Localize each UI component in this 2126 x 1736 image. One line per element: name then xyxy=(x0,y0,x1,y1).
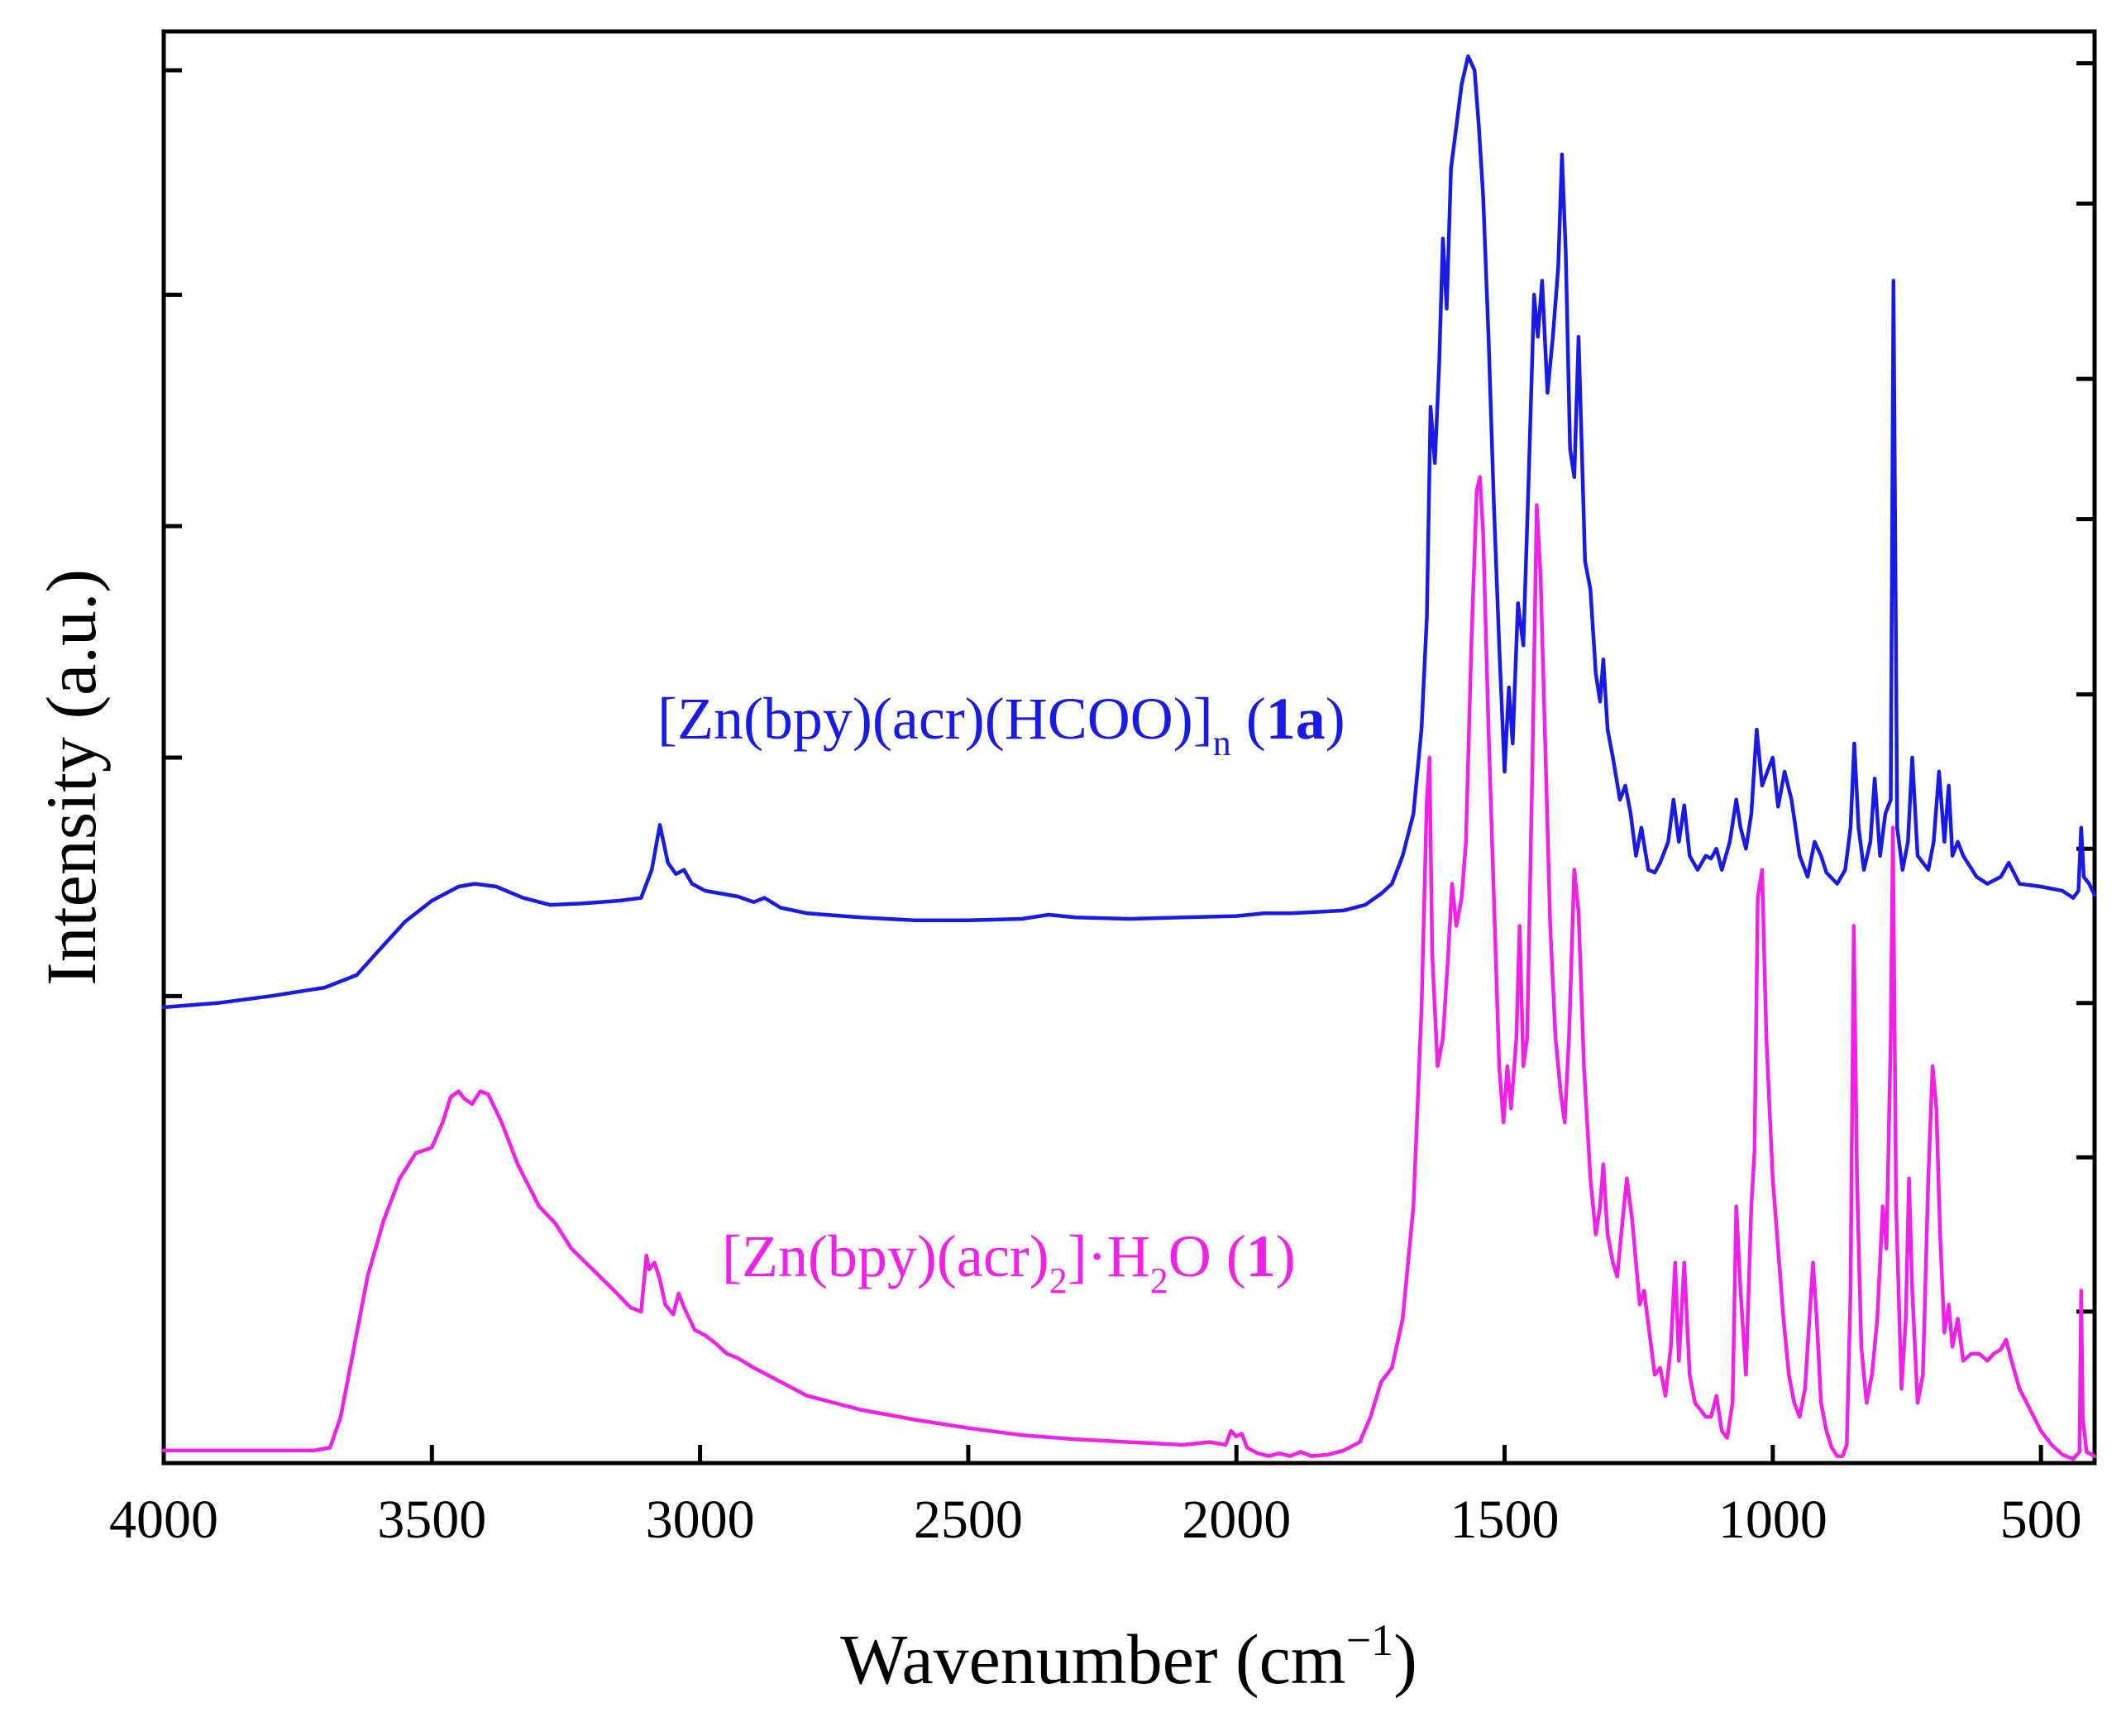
y-axis-title: Intensity (a.u.) xyxy=(31,569,111,986)
series-label-1-open: O ( xyxy=(1168,1223,1246,1289)
series-label-1-sub-b: 2 xyxy=(1150,1260,1168,1301)
series-label-1a-close: ) xyxy=(1326,686,1345,752)
series-line-1 xyxy=(161,475,2097,1461)
x-axis-title-text: Wavenumber (cm xyxy=(840,1619,1346,1699)
series-label-1a: [Zn(bpy)(acr)(HCOO)]n (1a) xyxy=(657,686,1345,763)
x-tick-label: 2500 xyxy=(914,1490,1023,1550)
series-label-1a-open: ( xyxy=(1231,686,1266,752)
x-tick-label: 2000 xyxy=(1182,1490,1291,1550)
series-layer xyxy=(161,54,2097,1461)
x-axis-title-close: ) xyxy=(1393,1619,1417,1699)
x-tick-label: 3500 xyxy=(377,1490,486,1550)
series-label-1a-formula: [Zn(bpy)(acr)(HCOO)] xyxy=(657,686,1213,752)
series-label-1-sub-a: 2 xyxy=(1049,1260,1068,1301)
right-axis-ticks xyxy=(2076,60,2095,1314)
series-label-1-formula-a: [Zn(bpy)(acr) xyxy=(722,1223,1049,1289)
series-label-1a-subscript: n xyxy=(1213,723,1231,763)
x-tick-label: 1000 xyxy=(1718,1490,1827,1550)
series-line-1a xyxy=(161,54,2097,1010)
x-axis-title: Wavenumber (cm−1) xyxy=(840,1615,1417,1699)
series-label-1: [Zn(bpy)(acr)2]·H2O (1) xyxy=(722,1223,1296,1301)
series-label-1-formula-b: ]·H xyxy=(1068,1223,1150,1289)
x-tick-label: 4000 xyxy=(109,1490,218,1550)
left-axis-ticks xyxy=(164,68,182,998)
x-tick-label: 3000 xyxy=(646,1490,755,1550)
x-axis: 4000 3500 3000 2500 2000 1500 1000 500 xyxy=(109,1445,2082,1550)
x-tick-label: 1500 xyxy=(1450,1490,1560,1550)
x-tick-label: 500 xyxy=(2000,1490,2082,1550)
series-label-1-close: ) xyxy=(1276,1223,1296,1289)
x-axis-title-superscript: −1 xyxy=(1346,1615,1393,1665)
series-label-1a-id: 1a xyxy=(1266,686,1326,752)
plot-frame xyxy=(161,29,2097,1466)
series-label-1-id: 1 xyxy=(1246,1223,1276,1289)
